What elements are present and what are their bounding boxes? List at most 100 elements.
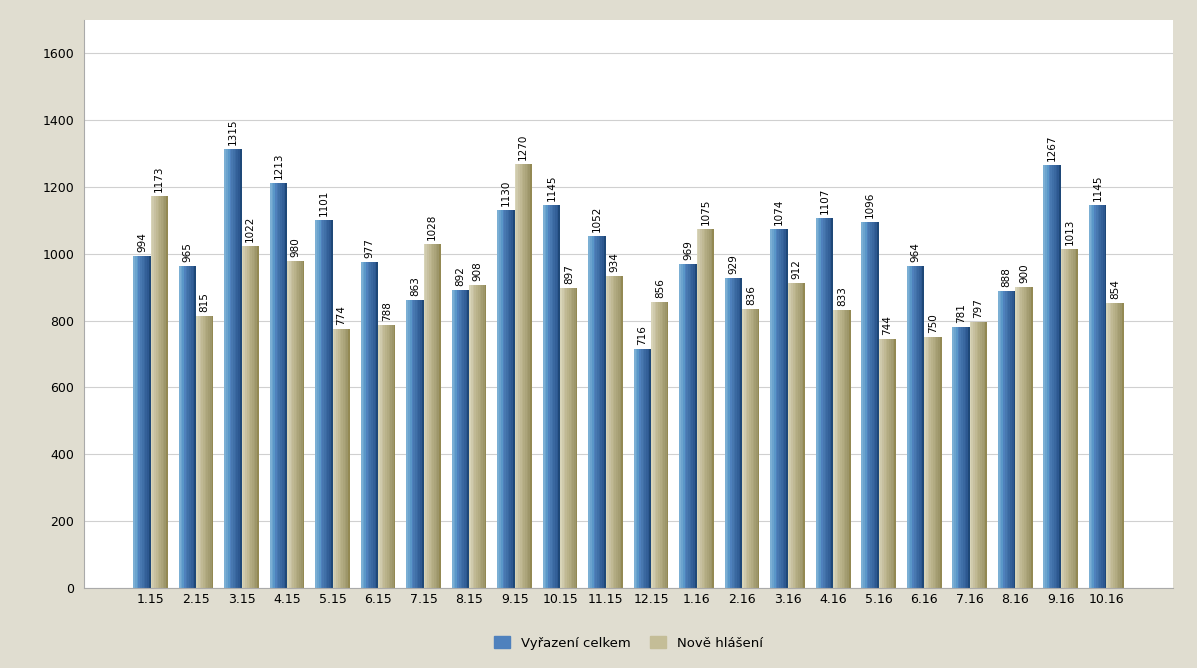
Bar	[958, 327, 959, 588]
Bar	[424, 244, 425, 588]
Bar	[912, 266, 913, 588]
Bar	[962, 327, 965, 588]
Bar	[844, 309, 845, 588]
Bar	[882, 339, 883, 588]
Bar	[954, 327, 956, 588]
Bar	[746, 309, 747, 588]
Bar	[640, 349, 643, 588]
Bar	[269, 182, 272, 588]
Bar	[911, 266, 912, 588]
Bar	[572, 288, 575, 588]
Bar	[743, 309, 746, 588]
Bar	[417, 299, 419, 588]
Bar	[973, 321, 974, 588]
Bar	[567, 288, 569, 588]
Bar	[998, 291, 999, 588]
Bar	[321, 220, 322, 588]
Bar	[164, 196, 166, 588]
Bar	[826, 218, 828, 588]
Bar	[457, 290, 458, 588]
Bar	[284, 182, 285, 588]
Bar	[984, 321, 985, 588]
Bar	[230, 148, 231, 588]
Bar	[591, 236, 594, 588]
Text: 854: 854	[1110, 279, 1120, 299]
Bar	[818, 218, 820, 588]
Bar	[529, 164, 530, 588]
Bar	[1075, 249, 1076, 588]
Bar	[1002, 291, 1003, 588]
Bar	[919, 266, 920, 588]
Bar	[224, 148, 226, 588]
Bar	[461, 290, 462, 588]
Bar	[965, 327, 966, 588]
Bar	[737, 278, 739, 588]
Bar	[415, 299, 417, 588]
Bar	[705, 228, 707, 588]
Bar	[182, 265, 184, 588]
Bar	[329, 220, 330, 588]
Bar	[504, 210, 506, 588]
Bar	[462, 290, 464, 588]
Bar	[728, 278, 730, 588]
Bar	[847, 309, 849, 588]
Bar	[508, 210, 510, 588]
Bar	[725, 278, 727, 588]
Bar	[970, 321, 972, 588]
Bar	[602, 236, 604, 588]
Text: 716: 716	[638, 325, 648, 345]
Bar	[1090, 205, 1093, 588]
Text: 1130: 1130	[502, 180, 511, 206]
Bar	[1098, 205, 1099, 588]
Bar	[926, 337, 928, 588]
Bar	[606, 276, 607, 588]
Bar	[700, 228, 701, 588]
Bar	[344, 329, 345, 588]
Bar	[862, 222, 863, 588]
Bar	[226, 148, 227, 588]
Bar	[209, 315, 212, 588]
Bar	[249, 246, 250, 588]
Bar	[419, 299, 420, 588]
Bar	[1056, 165, 1057, 588]
Bar	[972, 321, 973, 588]
Bar	[1044, 165, 1045, 588]
Bar	[160, 196, 163, 588]
Bar	[277, 182, 279, 588]
Bar	[516, 164, 518, 588]
Bar	[511, 210, 514, 588]
Bar	[158, 196, 159, 588]
Bar	[324, 220, 326, 588]
Bar	[701, 228, 704, 588]
Bar	[909, 266, 911, 588]
Bar	[792, 283, 795, 588]
Bar	[595, 236, 597, 588]
Bar	[420, 299, 421, 588]
Bar	[1061, 249, 1063, 588]
Bar	[1073, 249, 1075, 588]
Bar	[688, 264, 689, 588]
Bar	[178, 265, 181, 588]
Bar	[292, 261, 294, 588]
Bar	[883, 339, 886, 588]
Bar	[604, 236, 606, 588]
Bar	[135, 256, 136, 588]
Bar	[1047, 165, 1049, 588]
Bar	[515, 164, 516, 588]
Bar	[151, 196, 152, 588]
Text: 815: 815	[200, 292, 209, 311]
Bar	[387, 325, 389, 588]
Bar	[565, 288, 567, 588]
Bar	[1059, 165, 1061, 588]
Text: 1270: 1270	[518, 134, 528, 160]
Bar	[820, 218, 821, 588]
Bar	[620, 276, 621, 588]
Bar	[346, 329, 348, 588]
Bar	[1071, 249, 1073, 588]
Bar	[894, 339, 897, 588]
Bar	[454, 290, 455, 588]
Bar	[825, 218, 826, 588]
Bar	[879, 339, 881, 588]
Bar	[821, 218, 822, 588]
Bar	[254, 246, 255, 588]
